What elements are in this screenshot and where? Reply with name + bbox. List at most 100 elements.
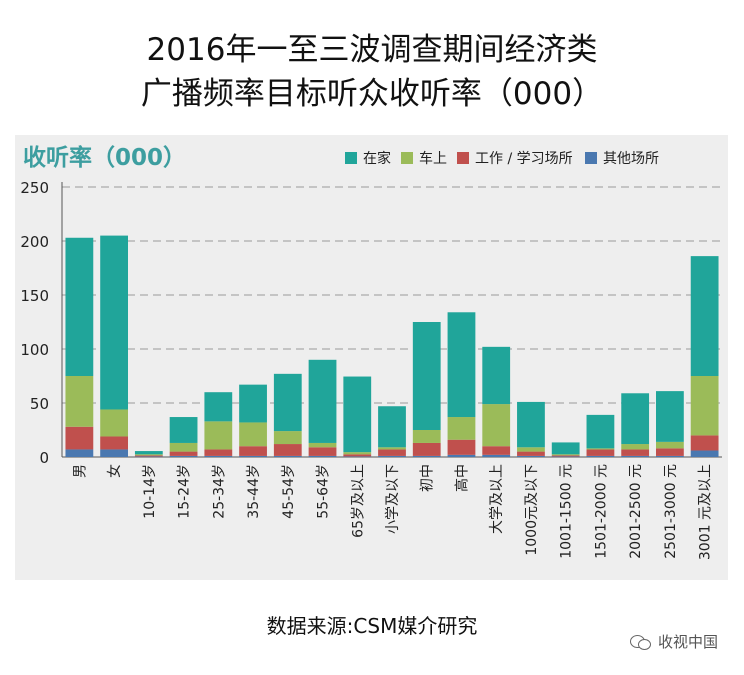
bar-segment <box>204 455 233 457</box>
legend-label: 在家 <box>363 150 391 167</box>
bar-segment <box>551 456 580 457</box>
bar-segment <box>656 448 684 456</box>
bar-segment <box>308 447 337 456</box>
x-tick-label: 2001-2500 元 <box>628 464 644 559</box>
bar-segment <box>273 373 302 432</box>
bar-segment <box>273 431 302 445</box>
bar-segment <box>343 454 372 457</box>
y-tick-label: 0 <box>39 449 49 467</box>
bar-segment <box>204 392 233 422</box>
bar-segment <box>447 439 476 455</box>
bar-segment <box>412 455 441 457</box>
x-tick-label: 65岁及以上 <box>350 464 366 538</box>
x-tick-label: 3001 元及以上 <box>698 464 714 560</box>
bar-segment <box>656 455 684 457</box>
bar-segment <box>100 436 128 450</box>
bar-segment <box>412 430 441 443</box>
legend-label: 车上 <box>419 150 447 167</box>
bar-segment <box>621 449 650 456</box>
bar-segment <box>586 449 615 456</box>
bar-segment <box>308 442 337 448</box>
bar-segment <box>378 455 406 457</box>
bar-segment <box>447 454 476 457</box>
legend-swatch <box>401 152 413 164</box>
page-title-line1: 2016年一至三波调查期间经济类 <box>146 32 598 68</box>
bar-segment <box>239 422 267 447</box>
bar-segment <box>690 450 719 457</box>
bar-segment <box>586 414 615 449</box>
bar-segment <box>100 449 128 457</box>
bar-segment <box>656 441 684 449</box>
bar-segment <box>308 455 337 457</box>
bar-segment <box>204 449 233 456</box>
bar-segment <box>551 455 580 457</box>
bar-segment <box>239 455 267 457</box>
bar-segment <box>586 455 615 457</box>
bar-segment <box>378 447 406 450</box>
bar-segment <box>621 444 650 450</box>
bar-segment <box>482 404 511 447</box>
watermark: 收视中国 <box>629 631 718 652</box>
x-tick-label: 女 <box>106 464 123 478</box>
x-tick-label: 小学及以下 <box>385 464 401 534</box>
chart-background <box>15 135 728 580</box>
bar-segment <box>239 446 267 456</box>
chart-bars <box>65 235 719 457</box>
bar-segment <box>447 312 476 418</box>
bar-segment <box>517 401 545 448</box>
x-tick-label: 25-34岁 <box>211 464 227 519</box>
bar-segment <box>343 376 372 453</box>
legend-swatch <box>457 152 469 164</box>
x-tick-label: 高中 <box>453 464 470 492</box>
bar-segment <box>134 451 163 455</box>
bar-segment <box>343 456 372 457</box>
bar-segment <box>482 446 511 455</box>
y-tick-label: 250 <box>20 179 49 197</box>
bar-segment <box>273 444 302 456</box>
bar-segment <box>551 442 580 455</box>
legend-label: 其他场所 <box>603 151 659 167</box>
legend-swatch <box>345 152 357 164</box>
x-tick-label: 35-44岁 <box>246 464 262 519</box>
bar-segment <box>690 435 719 451</box>
y-tick-label: 150 <box>20 287 49 305</box>
x-tick-label: 男 <box>72 464 88 478</box>
bar-segment <box>586 448 615 450</box>
bar-segment <box>378 406 406 448</box>
bar-segment <box>621 455 650 457</box>
bar-segment <box>100 235 128 410</box>
bar-segment <box>65 426 94 450</box>
bar-segment <box>517 447 545 452</box>
chart-legend: 在家 车上 工作 / 学习场所 其他场所 <box>345 150 659 167</box>
chart-grid <box>62 186 722 404</box>
x-axis: 男 女 10-14岁 15-24岁 25-34岁 35-44岁 45-54岁 55-64岁 65… <box>72 464 713 560</box>
watermark-text: 收视中国 <box>657 633 718 651</box>
bar-segment <box>656 391 684 442</box>
bar-segment <box>65 376 94 427</box>
bar-segment <box>343 452 372 455</box>
bar-segment <box>378 449 406 456</box>
x-tick-label: 初中 <box>419 464 436 492</box>
bar-segment <box>169 455 198 457</box>
bar-segment <box>134 456 163 457</box>
bar-segment <box>169 451 198 456</box>
bar-segment <box>134 455 163 457</box>
bar-segment <box>482 346 511 405</box>
bar-segment <box>239 384 267 423</box>
bar-segment <box>690 376 719 436</box>
x-tick-label: 1000元及以下 <box>524 464 540 556</box>
legend-label: 工作 / 学习场所 <box>475 151 573 167</box>
bar-segment <box>517 451 545 456</box>
x-tick-label: 1001-1500 元 <box>559 464 575 559</box>
x-tick-label: 1501-2000 元 <box>593 464 609 559</box>
bar-segment <box>169 442 198 452</box>
bar-segment <box>690 256 719 376</box>
y-tick-label: 200 <box>20 233 49 251</box>
bar-segment <box>204 421 233 450</box>
x-tick-label: 55-64岁 <box>316 464 332 519</box>
bar-segment <box>551 454 580 456</box>
x-tick-label: 大学及以上 <box>489 464 505 534</box>
chart-title: 收听率（000） <box>23 144 186 171</box>
bar-segment <box>621 393 650 445</box>
bar-segment <box>308 359 337 443</box>
